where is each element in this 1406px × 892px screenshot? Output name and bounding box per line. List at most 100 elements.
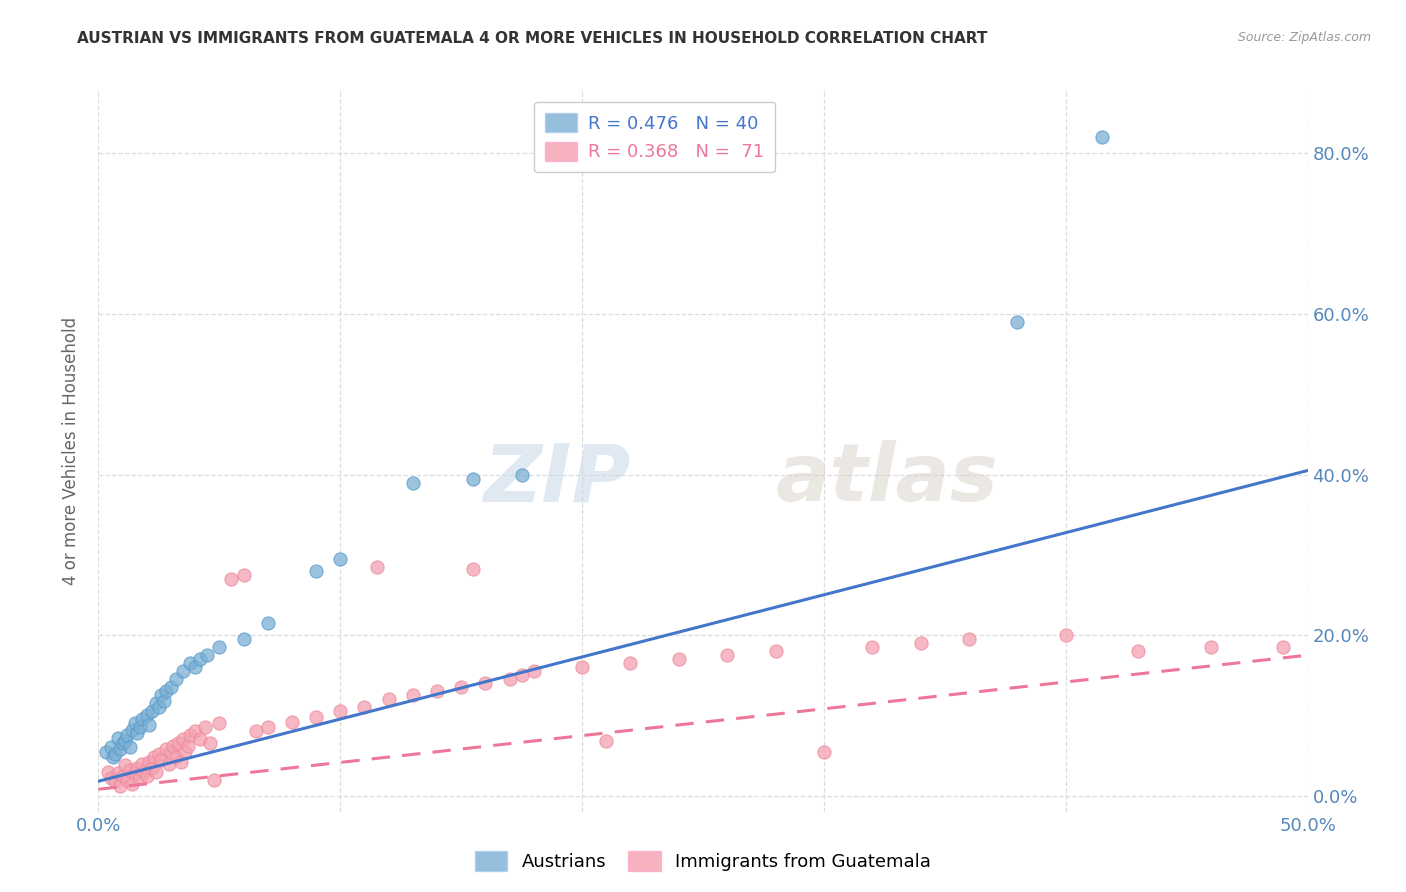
Point [141, 760, 163, 774]
Point [131, 756, 153, 771]
Point [256, 615, 278, 630]
Point [107, 766, 129, 780]
Point [157, 756, 180, 771]
Point [198, 737, 221, 751]
Point [463, 471, 485, 485]
Point [498, 673, 520, 687]
Legend: Austrians, Immigrants from Guatemala: Austrians, Immigrants from Guatemala [468, 844, 938, 879]
Point [138, 755, 160, 769]
Point [104, 774, 127, 789]
Point [101, 750, 124, 764]
Point [97, 764, 120, 779]
Point [160, 744, 183, 758]
Point [118, 740, 141, 755]
Point [108, 742, 131, 756]
Point [104, 747, 127, 761]
Point [957, 632, 980, 646]
Point [184, 724, 207, 739]
Point [107, 731, 129, 745]
Point [127, 760, 149, 774]
Point [121, 723, 143, 737]
Point [121, 776, 143, 791]
Point [145, 696, 167, 710]
Point [114, 758, 136, 772]
Point [111, 737, 134, 751]
Point [1007, 315, 1029, 329]
Point [245, 724, 267, 739]
Point [194, 721, 217, 735]
Point [910, 636, 932, 650]
Point [179, 728, 201, 742]
Point [162, 739, 184, 753]
Point [100, 771, 122, 785]
Point [366, 560, 388, 574]
Point [117, 728, 139, 742]
Text: atlas: atlas [776, 441, 998, 518]
Point [256, 721, 278, 735]
Point [172, 732, 194, 747]
Point [1091, 130, 1114, 145]
Point [155, 742, 177, 756]
Point [1272, 640, 1295, 655]
Point [94, 744, 117, 758]
Point [305, 564, 328, 578]
Point [329, 551, 352, 566]
Point [668, 652, 690, 666]
Point [118, 763, 141, 777]
Point [128, 771, 150, 785]
Point [188, 652, 211, 666]
Point [595, 734, 617, 748]
Point [426, 684, 449, 698]
Point [145, 764, 167, 779]
Point [329, 705, 352, 719]
Point [143, 750, 166, 764]
Point [523, 664, 546, 678]
Point [765, 644, 787, 658]
Point [305, 710, 328, 724]
Y-axis label: 4 or more Vehicles in Household: 4 or more Vehicles in Household [62, 317, 80, 584]
Point [179, 657, 201, 671]
Point [377, 692, 399, 706]
Point [619, 657, 641, 671]
Point [1128, 644, 1150, 658]
Point [450, 680, 472, 694]
Point [127, 726, 149, 740]
Point [571, 660, 593, 674]
Point [124, 716, 146, 731]
Point [232, 567, 254, 582]
Point [148, 747, 170, 761]
Point [510, 668, 533, 682]
Point [131, 712, 153, 726]
Point [150, 753, 173, 767]
Point [813, 744, 835, 758]
Point [204, 772, 226, 787]
Point [165, 673, 187, 687]
Point [167, 737, 190, 751]
Point [208, 640, 231, 655]
Text: ZIP: ZIP [484, 441, 630, 518]
Text: AUSTRIAN VS IMMIGRANTS FROM GUATEMALA 4 OR MORE VEHICLES IN HOUSEHOLD CORRELATIO: AUSTRIAN VS IMMIGRANTS FROM GUATEMALA 4 … [77, 31, 987, 46]
Point [463, 562, 485, 576]
Point [117, 772, 139, 787]
Point [135, 769, 157, 783]
Point [232, 632, 254, 646]
Point [169, 755, 191, 769]
Point [281, 714, 304, 729]
Point [155, 684, 177, 698]
Point [135, 708, 157, 723]
Point [353, 700, 375, 714]
Point [221, 572, 243, 586]
Point [150, 689, 173, 703]
Point [100, 740, 122, 755]
Point [402, 475, 425, 490]
Point [152, 694, 174, 708]
Point [177, 739, 200, 753]
Point [160, 680, 183, 694]
Point [124, 766, 146, 780]
Point [510, 467, 533, 482]
Point [165, 750, 187, 764]
Point [195, 648, 218, 662]
Point [128, 721, 150, 735]
Point [141, 705, 163, 719]
Point [138, 718, 160, 732]
